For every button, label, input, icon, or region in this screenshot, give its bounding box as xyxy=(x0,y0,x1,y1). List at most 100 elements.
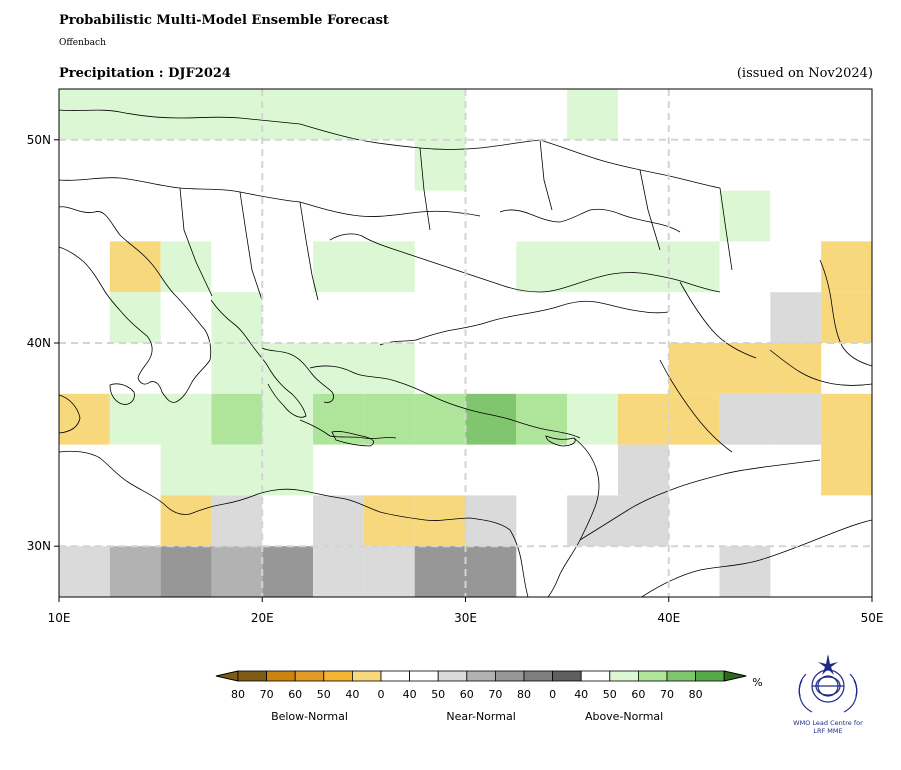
colorbar-swatch xyxy=(237,670,268,682)
grid-cell xyxy=(770,292,822,343)
colorbar-tick-label: 80 xyxy=(231,688,245,701)
grid-cell xyxy=(211,292,263,343)
grid-cell xyxy=(59,393,110,445)
colorbar-tick-label: 0 xyxy=(549,688,556,701)
grid-cell xyxy=(719,343,771,394)
grid-cell xyxy=(770,343,822,394)
grid-cell xyxy=(821,292,872,343)
grid-cell xyxy=(414,139,466,191)
grid-cell xyxy=(465,546,517,597)
chart-title: Probabilistic Multi-Model Ensemble Forec… xyxy=(59,13,389,28)
grid-cell xyxy=(363,343,415,394)
grid-cell xyxy=(363,546,415,597)
grid-cell xyxy=(821,393,872,445)
grid-cell xyxy=(719,190,771,242)
colorbar-swatch xyxy=(523,670,554,682)
colorbar-swatch xyxy=(494,670,525,682)
grid-cell xyxy=(617,495,669,547)
colorbar-swatch xyxy=(437,670,468,682)
grid-cell xyxy=(262,89,314,140)
grid-cell xyxy=(313,343,364,394)
x-tick-label: 50E xyxy=(861,611,884,625)
colorbar-swatch xyxy=(552,670,582,682)
x-tick-label: 40E xyxy=(657,611,680,625)
axes: 10E 20E 30E 40E 50E 50N 40N 30N xyxy=(27,133,884,625)
colorbar-tick-label: 70 xyxy=(660,688,674,701)
grid-cell xyxy=(59,546,110,597)
colorbar-tick-label: 60 xyxy=(288,688,302,701)
grid-cell xyxy=(160,89,212,140)
colorbar-tick-label: 50 xyxy=(317,688,331,701)
grid-cell xyxy=(567,495,618,547)
colorbar-swatch xyxy=(409,670,439,682)
grid-cell xyxy=(262,444,314,496)
colorbar-swatch xyxy=(666,670,697,682)
grid-cell xyxy=(414,495,466,547)
colorbar-swatch xyxy=(638,670,668,682)
grid-cell xyxy=(211,546,263,597)
grid-cell xyxy=(668,393,720,445)
wmo-logo: WMO Lead Centre for LRF MME xyxy=(793,654,863,735)
grid-cell xyxy=(363,89,415,140)
colorbar-swatch xyxy=(466,670,496,682)
logo-line2: LRF MME xyxy=(813,727,842,735)
colorbar-swatch xyxy=(580,670,611,682)
grid-cell xyxy=(109,546,161,597)
colorbar-swatch xyxy=(609,670,639,682)
grid-cell xyxy=(313,89,364,140)
grid-cell xyxy=(617,241,669,293)
colorbar-swatch xyxy=(351,670,382,682)
colorbar-group-label: Above-Normal xyxy=(585,710,663,723)
grid-cell xyxy=(313,546,364,597)
grid-cell xyxy=(465,495,517,547)
colorbar-unit: % xyxy=(752,676,762,689)
grid-cell xyxy=(719,546,771,597)
probability-cells xyxy=(59,89,872,597)
y-tick-label: 40N xyxy=(27,336,51,350)
grid-cell xyxy=(109,292,161,343)
grid-cell xyxy=(668,343,720,394)
grid-cell xyxy=(821,444,872,496)
grid-cell xyxy=(211,495,263,547)
grid-cell xyxy=(262,393,314,445)
colorbar-extend-high xyxy=(723,670,747,682)
logo-line1: WMO Lead Centre for xyxy=(793,719,863,727)
grid-cell xyxy=(160,393,212,445)
colorbar-tick-label: 40 xyxy=(403,688,417,701)
grid-cell xyxy=(668,241,720,293)
grid-cell xyxy=(160,241,212,293)
grid-cell xyxy=(617,393,669,445)
colorbar-tick-label: 70 xyxy=(260,688,274,701)
colorbar-tick-label: 80 xyxy=(517,688,531,701)
grid-cell xyxy=(617,444,669,496)
grid-cell xyxy=(516,393,568,445)
colorbar-group-label: Below-Normal xyxy=(271,710,348,723)
colorbar-legend: % 80 70 60 50 40 0 40 50 60 70 80 0 40 50 60 70 80 Below-N… xyxy=(215,670,763,723)
colorbar-swatch xyxy=(266,670,296,682)
grid-cell xyxy=(414,546,466,597)
issue-date-label: (issued on Nov2024) xyxy=(736,66,873,81)
grid-cell xyxy=(211,343,263,394)
grid-cell xyxy=(211,89,263,140)
grid-cell xyxy=(262,546,314,597)
coastlines xyxy=(59,109,872,597)
y-tick-label: 50N xyxy=(27,133,51,147)
variable-season-label: Precipitation : DJF2024 xyxy=(59,66,231,81)
grid-cell xyxy=(465,393,517,445)
grid-cell xyxy=(363,393,415,445)
grid-cell xyxy=(160,495,212,547)
colorbar-group-label: Near-Normal xyxy=(446,710,515,723)
colorbar-swatch xyxy=(294,670,325,682)
colorbar-swatch xyxy=(380,670,411,682)
grid-cell xyxy=(160,444,212,496)
colorbar-tick-label: 60 xyxy=(460,688,474,701)
x-tick-label: 20E xyxy=(251,611,274,625)
grid-cell xyxy=(211,444,263,496)
colorbar-tick-label: 60 xyxy=(631,688,645,701)
grid-cell xyxy=(719,393,771,445)
grid-cell xyxy=(109,241,161,293)
colorbar-tick-label: 80 xyxy=(689,688,703,701)
grid-cell xyxy=(313,495,364,547)
grid-cell xyxy=(313,241,364,293)
